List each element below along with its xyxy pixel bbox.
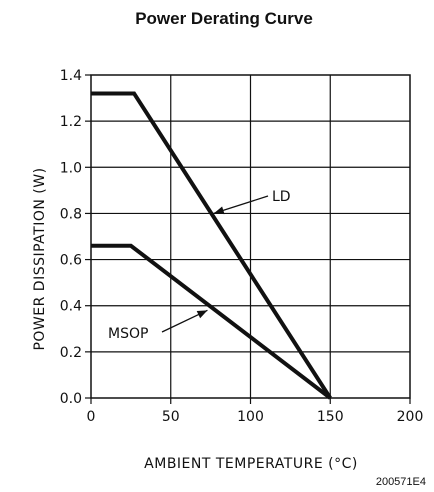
annotations: LD MSOP: [108, 189, 291, 342]
series-line-msop: [91, 243, 332, 400]
annotation-arrowhead-ld: [213, 206, 225, 215]
figure-id: 200571E4: [376, 476, 426, 488]
series-line-ld: [91, 91, 332, 400]
y-axis-label: POWER DISSIPATION (W): [32, 167, 48, 350]
x-tick-label: 100: [237, 409, 264, 425]
y-tick-label: 0.8: [60, 206, 82, 222]
y-tick-label: 0.4: [60, 299, 82, 315]
annotation-label-ld: LD: [272, 189, 291, 205]
y-tick-label: 1.2: [60, 114, 82, 130]
x-axis-label: AMBIENT TEMPERATURE (°C): [144, 456, 358, 472]
y-tick-label: 1.4: [60, 68, 82, 84]
series-lines: [91, 91, 332, 400]
x-tick-label: 0: [87, 409, 96, 425]
y-tick-label: 0.6: [60, 253, 82, 269]
x-tick-label: 150: [317, 409, 344, 425]
y-tick-label: 0.0: [60, 391, 82, 407]
y-tick-label: 1.0: [60, 160, 82, 176]
annotation-label-msop: MSOP: [108, 326, 148, 342]
annotation-arrowhead-msop: [196, 310, 208, 319]
grid: [85, 74, 411, 404]
x-tick-label: 50: [162, 409, 180, 425]
tick-labels: 0 50 100 150 200 0.0 0.2 0.4 0.6 0.8 1.0 1.2 1.4: [60, 68, 424, 425]
y-tick-label: 0.2: [60, 345, 82, 361]
chart-title: Power Derating Curve: [135, 9, 313, 28]
x-tick-label: 200: [397, 409, 424, 425]
